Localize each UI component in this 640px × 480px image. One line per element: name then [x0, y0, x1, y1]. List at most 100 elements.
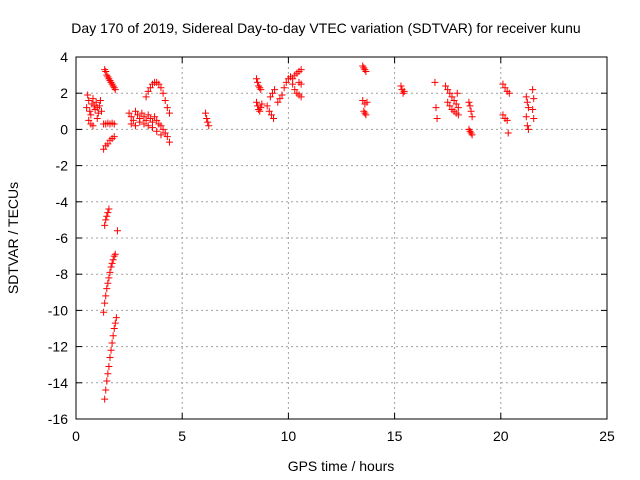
data-point-marker	[280, 84, 288, 92]
data-point-marker	[142, 116, 150, 124]
data-point-marker	[136, 118, 144, 126]
data-point-marker	[161, 129, 169, 137]
data-point-marker	[101, 221, 109, 229]
data-point-marker	[138, 109, 146, 117]
data-point-marker	[85, 116, 93, 124]
y-tick-label: -14	[48, 375, 68, 391]
data-point-marker	[96, 96, 104, 104]
data-point-marker	[467, 129, 475, 137]
data-point-marker	[108, 80, 116, 88]
data-point-marker	[129, 116, 137, 124]
data-point-marker	[446, 102, 454, 110]
data-point-marker	[103, 71, 111, 79]
data-point-marker	[291, 86, 299, 94]
data-point-marker	[105, 363, 113, 371]
data-point-marker	[97, 107, 105, 115]
data-point-marker	[163, 104, 171, 112]
data-point-marker	[202, 109, 210, 117]
data-point-marker	[529, 86, 537, 94]
data-point-marker	[106, 77, 114, 85]
data-point-marker	[253, 98, 261, 106]
data-point-marker	[104, 370, 112, 378]
data-point-marker	[257, 86, 265, 94]
data-point-marker	[468, 131, 476, 139]
axis-ticks: 0 5 10 15 20 25 -16 -14 -12 -10 -8 -6 -4 -2 0 2 4	[48, 49, 615, 444]
data-point-marker	[159, 125, 167, 133]
data-point-marker	[111, 319, 119, 327]
data-point-marker	[113, 227, 121, 235]
data-point-marker	[101, 66, 109, 74]
data-point-marker	[109, 82, 117, 90]
data-point-marker	[134, 111, 142, 119]
data-point-marker	[104, 279, 112, 287]
data-point-marker	[131, 107, 139, 115]
data-point-marker	[446, 89, 454, 97]
data-point-marker	[127, 113, 135, 121]
data-point-marker	[523, 122, 531, 130]
y-tick-label: 0	[60, 121, 68, 137]
data-point-marker	[144, 87, 152, 95]
data-point-marker	[84, 91, 92, 99]
data-point-marker	[102, 292, 110, 300]
data-point-marker	[157, 122, 165, 130]
data-point-marker	[256, 84, 264, 92]
data-point-marker	[453, 89, 461, 97]
data-point-marker	[258, 100, 266, 108]
data-point-marker	[360, 107, 368, 115]
x-axis-label: GPS time / hours	[288, 458, 395, 474]
data-point-marker	[452, 100, 460, 108]
data-point-marker	[102, 67, 110, 75]
y-tick-label: -2	[56, 158, 69, 174]
data-point-marker	[466, 102, 474, 110]
data-point-marker	[444, 98, 452, 106]
data-point-marker	[165, 138, 173, 146]
data-point-marker	[399, 89, 407, 97]
data-point-marker	[444, 86, 452, 94]
data-point-marker	[106, 268, 114, 276]
data-point-marker	[523, 98, 531, 106]
data-point-marker	[111, 250, 119, 258]
data-point-marker	[86, 107, 94, 115]
data-point-marker	[297, 80, 305, 88]
data-point-marker	[499, 80, 507, 88]
data-point-marker	[105, 75, 113, 83]
data-point-marker	[101, 395, 109, 403]
y-tick-label: -6	[56, 230, 69, 246]
data-point-marker	[263, 102, 271, 110]
data-point-marker	[431, 78, 439, 86]
data-point-marker	[110, 84, 118, 92]
data-point-marker	[89, 95, 97, 103]
data-point-marker	[289, 80, 297, 88]
data-point-marker	[101, 299, 109, 307]
x-tick-label: 5	[178, 428, 186, 444]
data-point-marker	[467, 107, 475, 115]
data-point-marker	[108, 339, 116, 347]
data-points	[83, 62, 538, 403]
data-point-marker	[274, 98, 282, 106]
data-point-marker	[499, 111, 507, 119]
data-point-marker	[148, 124, 156, 132]
chart-title: Day 170 of 2019, Sidereal Day-to-day VTE…	[71, 20, 580, 36]
x-tick-label: 10	[281, 428, 297, 444]
data-point-marker	[257, 104, 265, 112]
x-tick-label: 20	[493, 428, 509, 444]
data-point-marker	[103, 377, 111, 385]
data-point-marker	[524, 104, 532, 112]
data-point-marker	[361, 109, 369, 117]
data-point-marker	[266, 93, 274, 101]
y-tick-label: -12	[48, 339, 68, 355]
data-point-marker	[100, 145, 108, 153]
data-point-marker	[105, 274, 113, 282]
data-point-marker	[93, 115, 101, 123]
data-point-marker	[530, 115, 538, 123]
data-point-marker	[297, 66, 305, 74]
data-point-marker	[448, 93, 456, 101]
data-point-marker	[163, 133, 171, 141]
data-point-marker	[110, 133, 118, 141]
data-point-marker	[454, 104, 462, 112]
data-point-marker	[278, 91, 286, 99]
data-point-marker	[267, 111, 275, 119]
data-point-marker	[85, 96, 93, 104]
data-point-marker	[432, 104, 440, 112]
